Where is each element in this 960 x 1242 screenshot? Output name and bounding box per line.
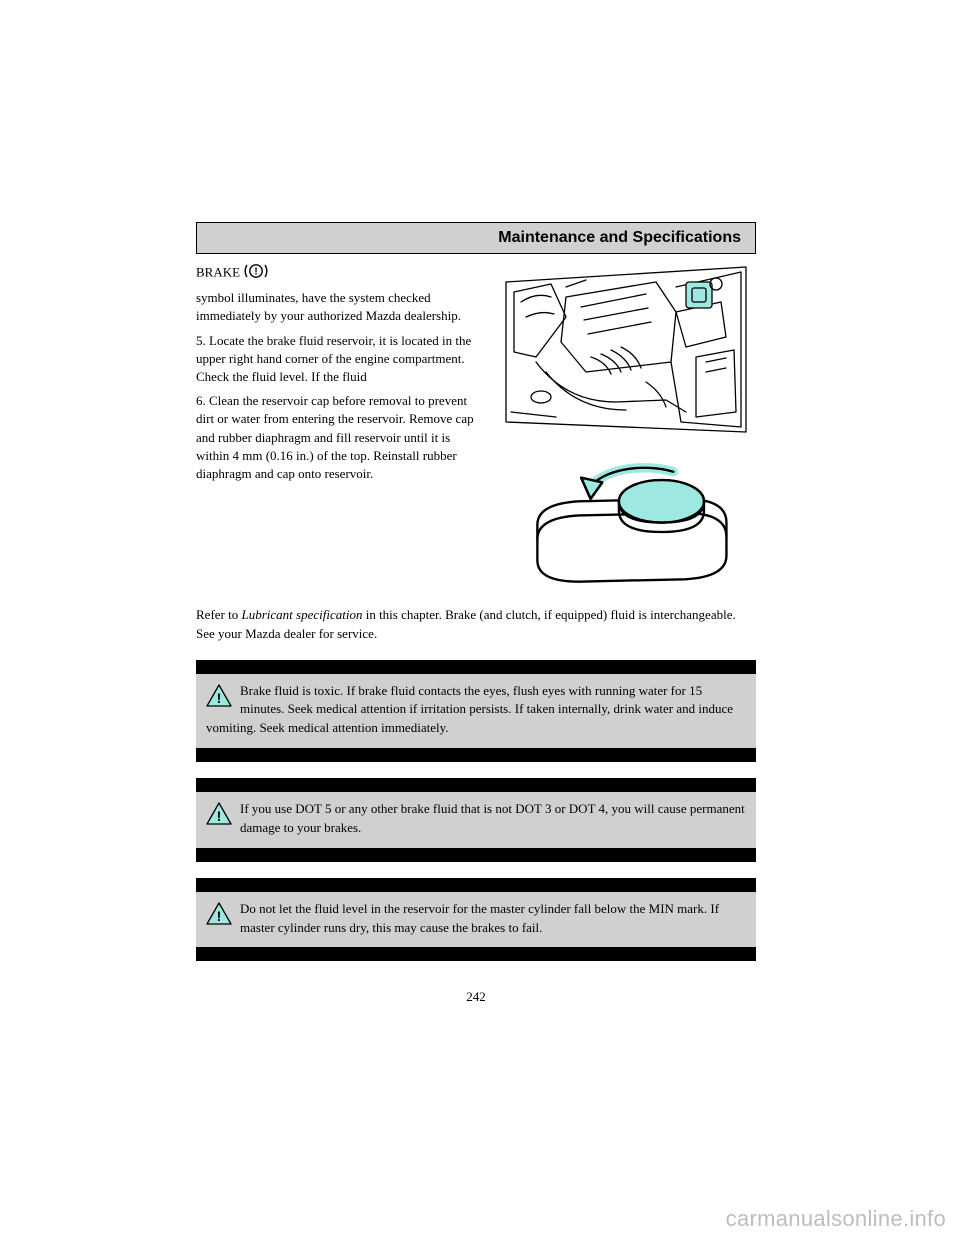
text-column: BRAKE ! symbol illuminates, have the sys… [196,262,484,596]
warning-box-3: ! Do not let the fluid level in the rese… [196,878,756,962]
refer-italic: Lubricant specification [241,607,362,622]
refer-paragraph: Refer to Lubricant specification in this… [196,606,756,644]
para-1a: symbol illuminates, have the system chec… [196,289,484,325]
page-number: 242 [196,989,756,1005]
para-3: 6. Clean the reservoir cap before remova… [196,392,484,483]
warning-icon: ! [206,802,232,832]
warning-text-1: Brake fluid is toxic. If brake fluid con… [206,683,733,736]
section-header: Maintenance and Specifications [196,222,756,254]
svg-text:!: ! [217,690,222,706]
warning-box-2: ! If you use DOT 5 or any other brake fl… [196,778,756,862]
brake-warning-icon: ! [243,262,269,285]
svg-text:!: ! [217,908,222,924]
warning-icon: ! [206,684,232,714]
section-title: Maintenance and Specifications [498,229,741,246]
warning-text-2: If you use DOT 5 or any other brake flui… [240,801,745,835]
figure-column [496,262,756,596]
warning-text-3: Do not let the fluid level in the reserv… [240,901,719,935]
svg-text:!: ! [255,266,258,277]
watermark: carmanualsonline.info [726,1206,946,1232]
engine-bay-diagram [496,262,756,442]
reservoir-diagram [496,454,756,596]
content-row: BRAKE ! symbol illuminates, have the sys… [196,262,756,596]
manual-page: Maintenance and Specifications BRAKE ! [196,222,756,1005]
refer-lead: Refer to [196,607,241,622]
svg-text:!: ! [217,808,222,824]
warning-icon: ! [206,902,232,932]
brake-warning-icon-line: BRAKE ! [196,262,484,285]
para-2: 5. Locate the brake fluid reservoir, it … [196,332,484,387]
warning-box-1: ! Brake fluid is toxic. If brake fluid c… [196,660,756,763]
